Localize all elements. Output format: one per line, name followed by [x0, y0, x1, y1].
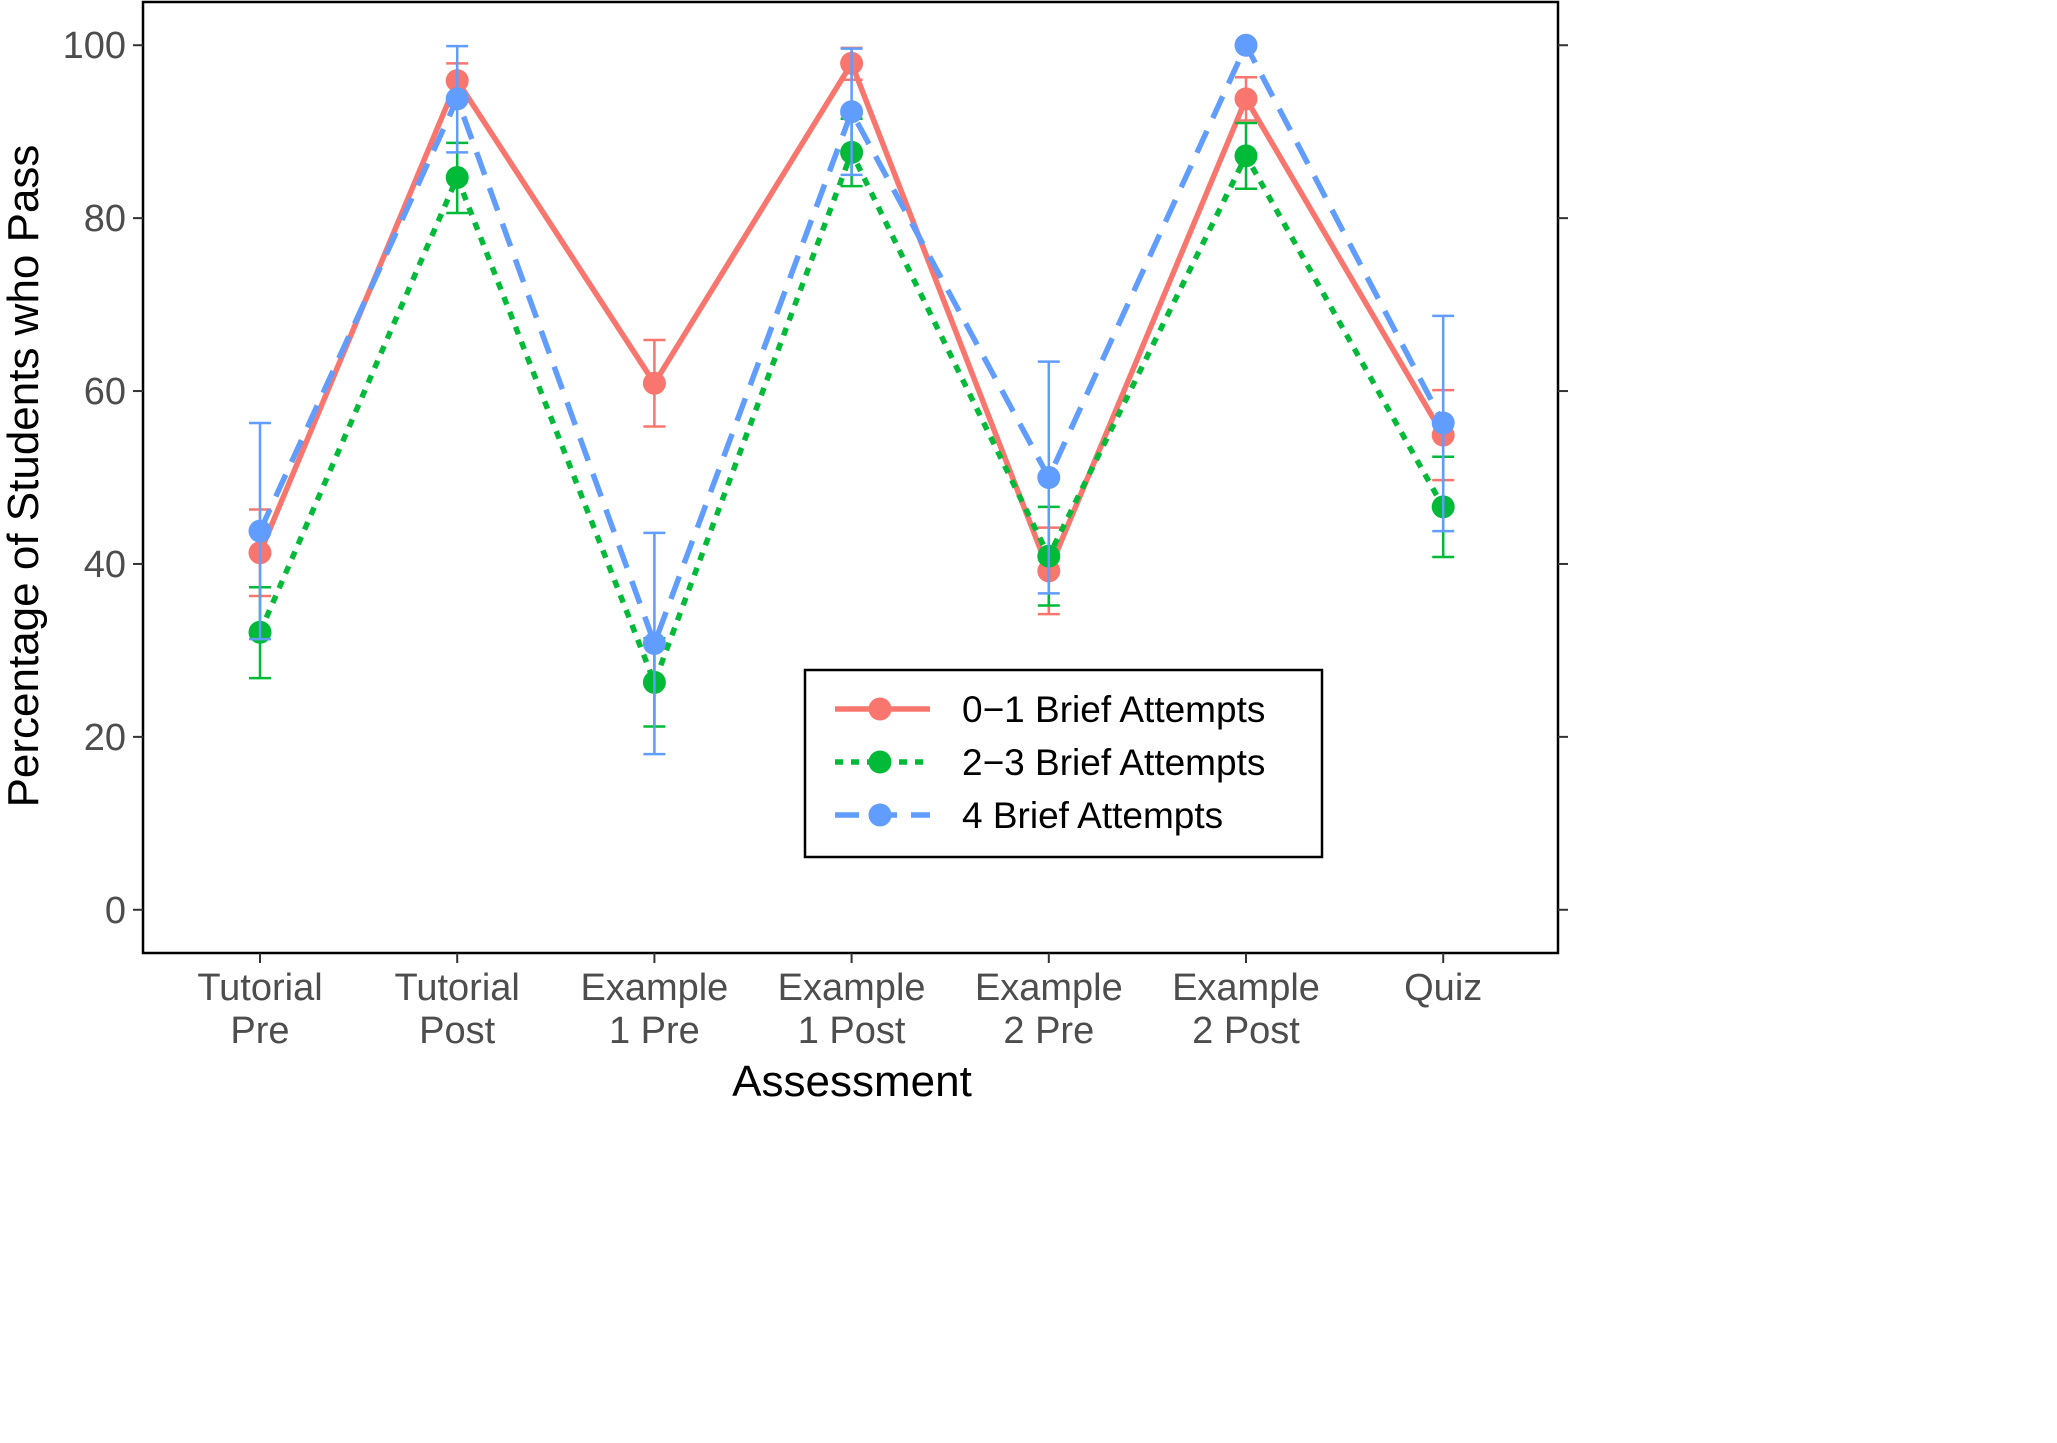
x-tick-label-line: Quiz [1404, 967, 1482, 1009]
data-point [1431, 411, 1455, 435]
y-tick-label: 0 [105, 890, 126, 932]
x-tick-label-line: 1 Pre [609, 1010, 700, 1052]
data-point [1234, 33, 1258, 57]
x-tick-label: Quiz [1404, 967, 1482, 1009]
y-tick-label: 80 [84, 198, 126, 240]
x-axis-title: Assessment [732, 1057, 972, 1100]
data-point [840, 100, 864, 124]
x-tick-label-line: Post [419, 1010, 495, 1052]
x-tick-label: Tutorial Post [395, 967, 520, 1052]
y-tick-label: 60 [84, 371, 126, 413]
x-tick-label: Example 1 Post [778, 967, 926, 1052]
x-tick-label-line: Example [975, 967, 1123, 1009]
x-tick-label-line: 2 Post [1192, 1010, 1300, 1052]
x-tick-label-line: 1 Post [798, 1010, 906, 1052]
x-tick-label-line: Example [580, 967, 728, 1009]
data-point [642, 371, 666, 395]
data-point [1234, 87, 1258, 111]
data-point [1037, 466, 1061, 489]
series-3 [248, 33, 1455, 756]
legend: 0−1 Brief Attempts 2−3 Brief Attempts 4 Br… [803, 668, 1324, 859]
legend-label: 0−1 Brief Attempts [962, 689, 1265, 730]
x-tick-label-line: Example [1172, 967, 1320, 1009]
x-tick-label: Tutorial Pre [197, 967, 322, 1052]
data-point [642, 631, 666, 655]
x-tick-label: Example 2 Pre [975, 967, 1123, 1052]
x-tick-label-line: Tutorial [197, 967, 322, 1009]
data-point [248, 519, 272, 543]
chart-container: 0 20 40 60 80 100 Tutorial Pre Tutorial Post Exam… [0, 0, 1568, 1106]
x-tick-label: Example 1 Pre [580, 967, 728, 1052]
y-tick-label: 100 [63, 25, 126, 67]
y-tick-label: 20 [84, 717, 126, 759]
y-axis: 0 20 40 60 80 100 [63, 25, 1568, 932]
data-point [445, 166, 469, 190]
x-tick-label: Example 2 Post [1172, 967, 1320, 1052]
legend-label: 4 Brief Attempts [962, 795, 1223, 836]
x-tick-label-line: Pre [230, 1010, 289, 1052]
legend-label: 2−3 Brief Attempts [962, 742, 1265, 783]
y-tick-label: 40 [84, 544, 126, 586]
data-point [445, 87, 469, 111]
legend-key-point [868, 803, 892, 827]
legend-key-point [868, 750, 892, 774]
x-tick-label-line: 2 Pre [1003, 1010, 1094, 1052]
legend-key-point [868, 697, 892, 721]
x-tick-label-line: Example [778, 967, 926, 1009]
y-axis-title: Percentage of Students who Pass [0, 145, 48, 808]
data-point [1234, 144, 1258, 168]
x-tick-label-line: Tutorial [395, 967, 520, 1009]
series-group [248, 33, 1455, 756]
